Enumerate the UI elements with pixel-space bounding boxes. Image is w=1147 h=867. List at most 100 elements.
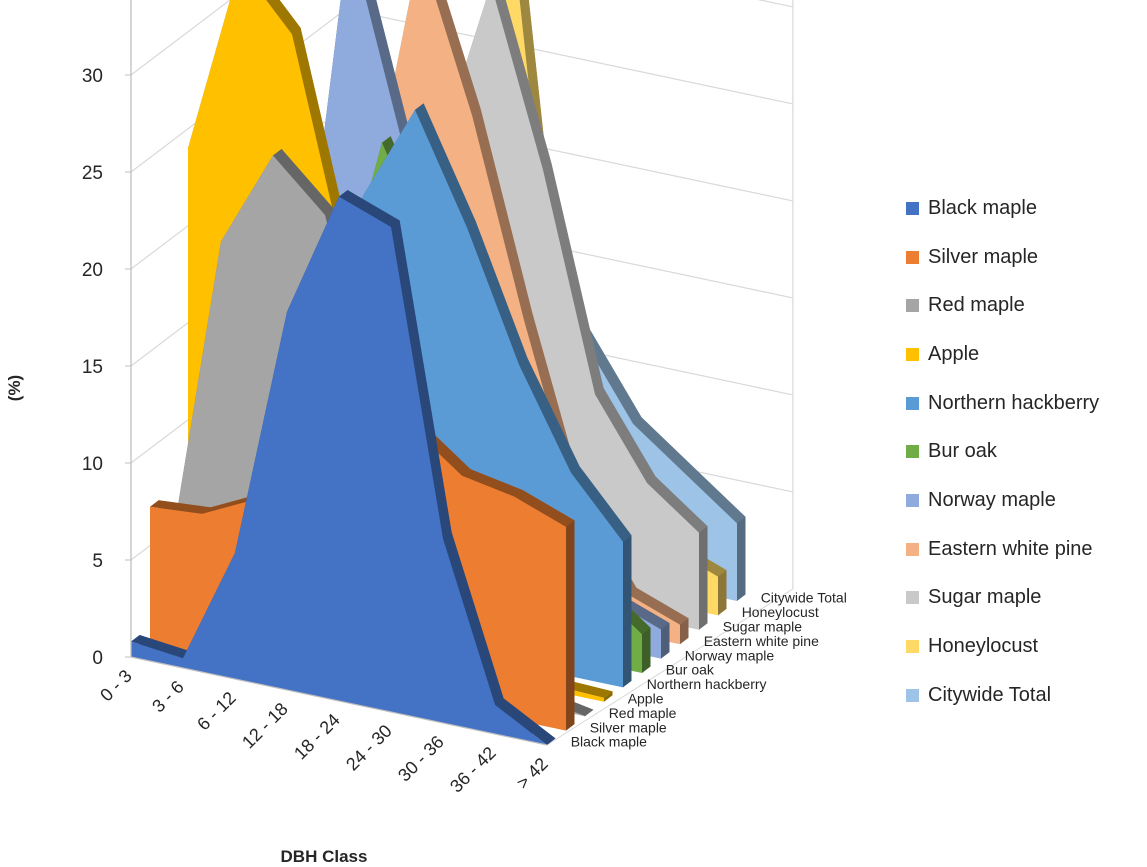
depth-tick-label: Sugar maple — [723, 619, 803, 635]
x-tick-label: 18 - 24 — [290, 710, 344, 764]
legend-label: Honeylocust — [928, 635, 1039, 658]
depth-tick-label: Apple — [628, 691, 664, 707]
depth-tick-label: Northern hackberry — [647, 676, 767, 692]
legend-label: Northern hackberry — [928, 391, 1100, 414]
x-tick-label: 24 - 30 — [342, 721, 396, 775]
y-tick-label: 5 — [92, 551, 103, 572]
area-end-cap — [604, 691, 613, 702]
area-top-edge — [633, 417, 694, 474]
depth-tick-label: Black maple — [571, 734, 647, 750]
legend-swatch — [906, 445, 919, 459]
y-tick-label: 15 — [82, 357, 103, 378]
area-top-edge — [150, 500, 211, 514]
depth-tick-label: Eastern white pine — [704, 633, 819, 649]
area-top-edge — [415, 103, 476, 228]
area-top-edge — [595, 387, 656, 483]
x-tick-label: 0 - 3 — [96, 666, 136, 706]
area-top-edge — [339, 190, 400, 227]
legend-swatch — [906, 688, 919, 702]
depth-tick-label: Citywide Total — [761, 590, 847, 606]
y-tick-label: 20 — [82, 260, 103, 281]
legend-item: Norway maple — [906, 476, 1146, 525]
legend-swatch — [906, 347, 919, 361]
legend-item: Apple — [906, 330, 1146, 379]
gridline — [130, 0, 794, 76]
area-end-cap — [623, 535, 632, 688]
area-top-edge — [571, 466, 632, 542]
axes — [130, 0, 548, 746]
x-tick-label: 30 - 36 — [394, 732, 448, 786]
area-top-edge — [391, 220, 452, 539]
legend-label: Citywide Total — [928, 683, 1052, 706]
area-top-edge — [495, 0, 552, 170]
legend-label: Silver maple — [928, 245, 1039, 268]
y-tick-label: 10 — [82, 454, 103, 475]
legend-label: Norway maple — [928, 488, 1056, 511]
legend-item: Silver maple — [906, 233, 1146, 282]
area-top-edge — [435, 0, 481, 116]
area-end-cap — [699, 526, 708, 630]
legend-swatch — [906, 396, 919, 410]
legend-item: Eastern white pine — [906, 525, 1146, 574]
legend-label: Black maple — [928, 196, 1037, 219]
area-top-edge — [266, 0, 301, 35]
area-top-edge — [519, 358, 580, 473]
x-axis-line — [130, 656, 548, 746]
legend-label: Red maple — [928, 294, 1025, 317]
area-top-edge — [273, 149, 334, 215]
area-top-edge — [628, 587, 689, 625]
legend-swatch — [906, 640, 919, 654]
x-tick-label: 3 - 6 — [148, 677, 188, 717]
area-front — [131, 196, 547, 746]
area-top-edge — [581, 328, 642, 424]
x-axis-title: DBH Class — [281, 847, 368, 866]
legend-item: Black maple — [906, 184, 1146, 233]
legend-swatch — [906, 542, 919, 556]
y-tick-label: 30 — [82, 66, 103, 87]
area-end-cap — [718, 570, 727, 616]
legend-item: Sugar maple — [906, 574, 1146, 623]
area-end-cap — [566, 520, 575, 731]
legend-item: Northern hackberry — [906, 379, 1146, 428]
depth-tick-label: Norway maple — [685, 647, 775, 663]
legend-label: Bur oak — [928, 440, 997, 463]
y-tick-label: 0 — [92, 648, 103, 669]
area-end-cap — [661, 623, 670, 659]
legend-swatch — [906, 250, 919, 264]
legend-item: Honeylocust — [906, 622, 1146, 671]
legend-swatch — [906, 201, 919, 215]
area-end-cap — [680, 618, 689, 645]
legend-label: Apple — [928, 342, 980, 365]
data-ribbons — [131, 0, 746, 746]
area-top-edge — [467, 221, 528, 365]
legend-swatch — [906, 299, 919, 313]
x-tick-label: > 42 — [513, 754, 552, 793]
area-top-edge — [647, 476, 708, 533]
area-top-edge — [365, 0, 410, 138]
legend-swatch — [906, 493, 919, 507]
y-tick-labels: 05101520253035 — [82, 66, 131, 669]
area-top-edge — [462, 469, 523, 497]
x-tick-label: 36 - 42 — [446, 743, 500, 797]
area-top-edge — [495, 698, 556, 745]
legend-swatch — [906, 591, 919, 605]
depth-tick-label: Bur oak — [666, 662, 715, 678]
area-top-edge — [514, 490, 575, 527]
legend-label: Eastern white pine — [928, 537, 1093, 560]
x-tick-label: 12 - 18 — [238, 699, 292, 753]
x-tick-label: 6 - 12 — [193, 688, 240, 735]
depth-tick-label: Red maple — [609, 705, 677, 721]
y-axis-title: (%) — [5, 375, 24, 401]
series-black-maple — [131, 190, 556, 746]
area-end-cap — [737, 516, 746, 601]
area-top-edge — [472, 108, 533, 321]
back-wall-edge — [792, 0, 794, 589]
y-tick-label: 25 — [82, 163, 103, 184]
legend: Black maple Silver maple Red maple Apple Nor… — [906, 184, 1146, 720]
area-top-edge — [443, 532, 504, 705]
area-top-edge — [685, 467, 746, 524]
area-top-edge — [543, 163, 604, 395]
legend-item: Red maple — [906, 281, 1146, 330]
